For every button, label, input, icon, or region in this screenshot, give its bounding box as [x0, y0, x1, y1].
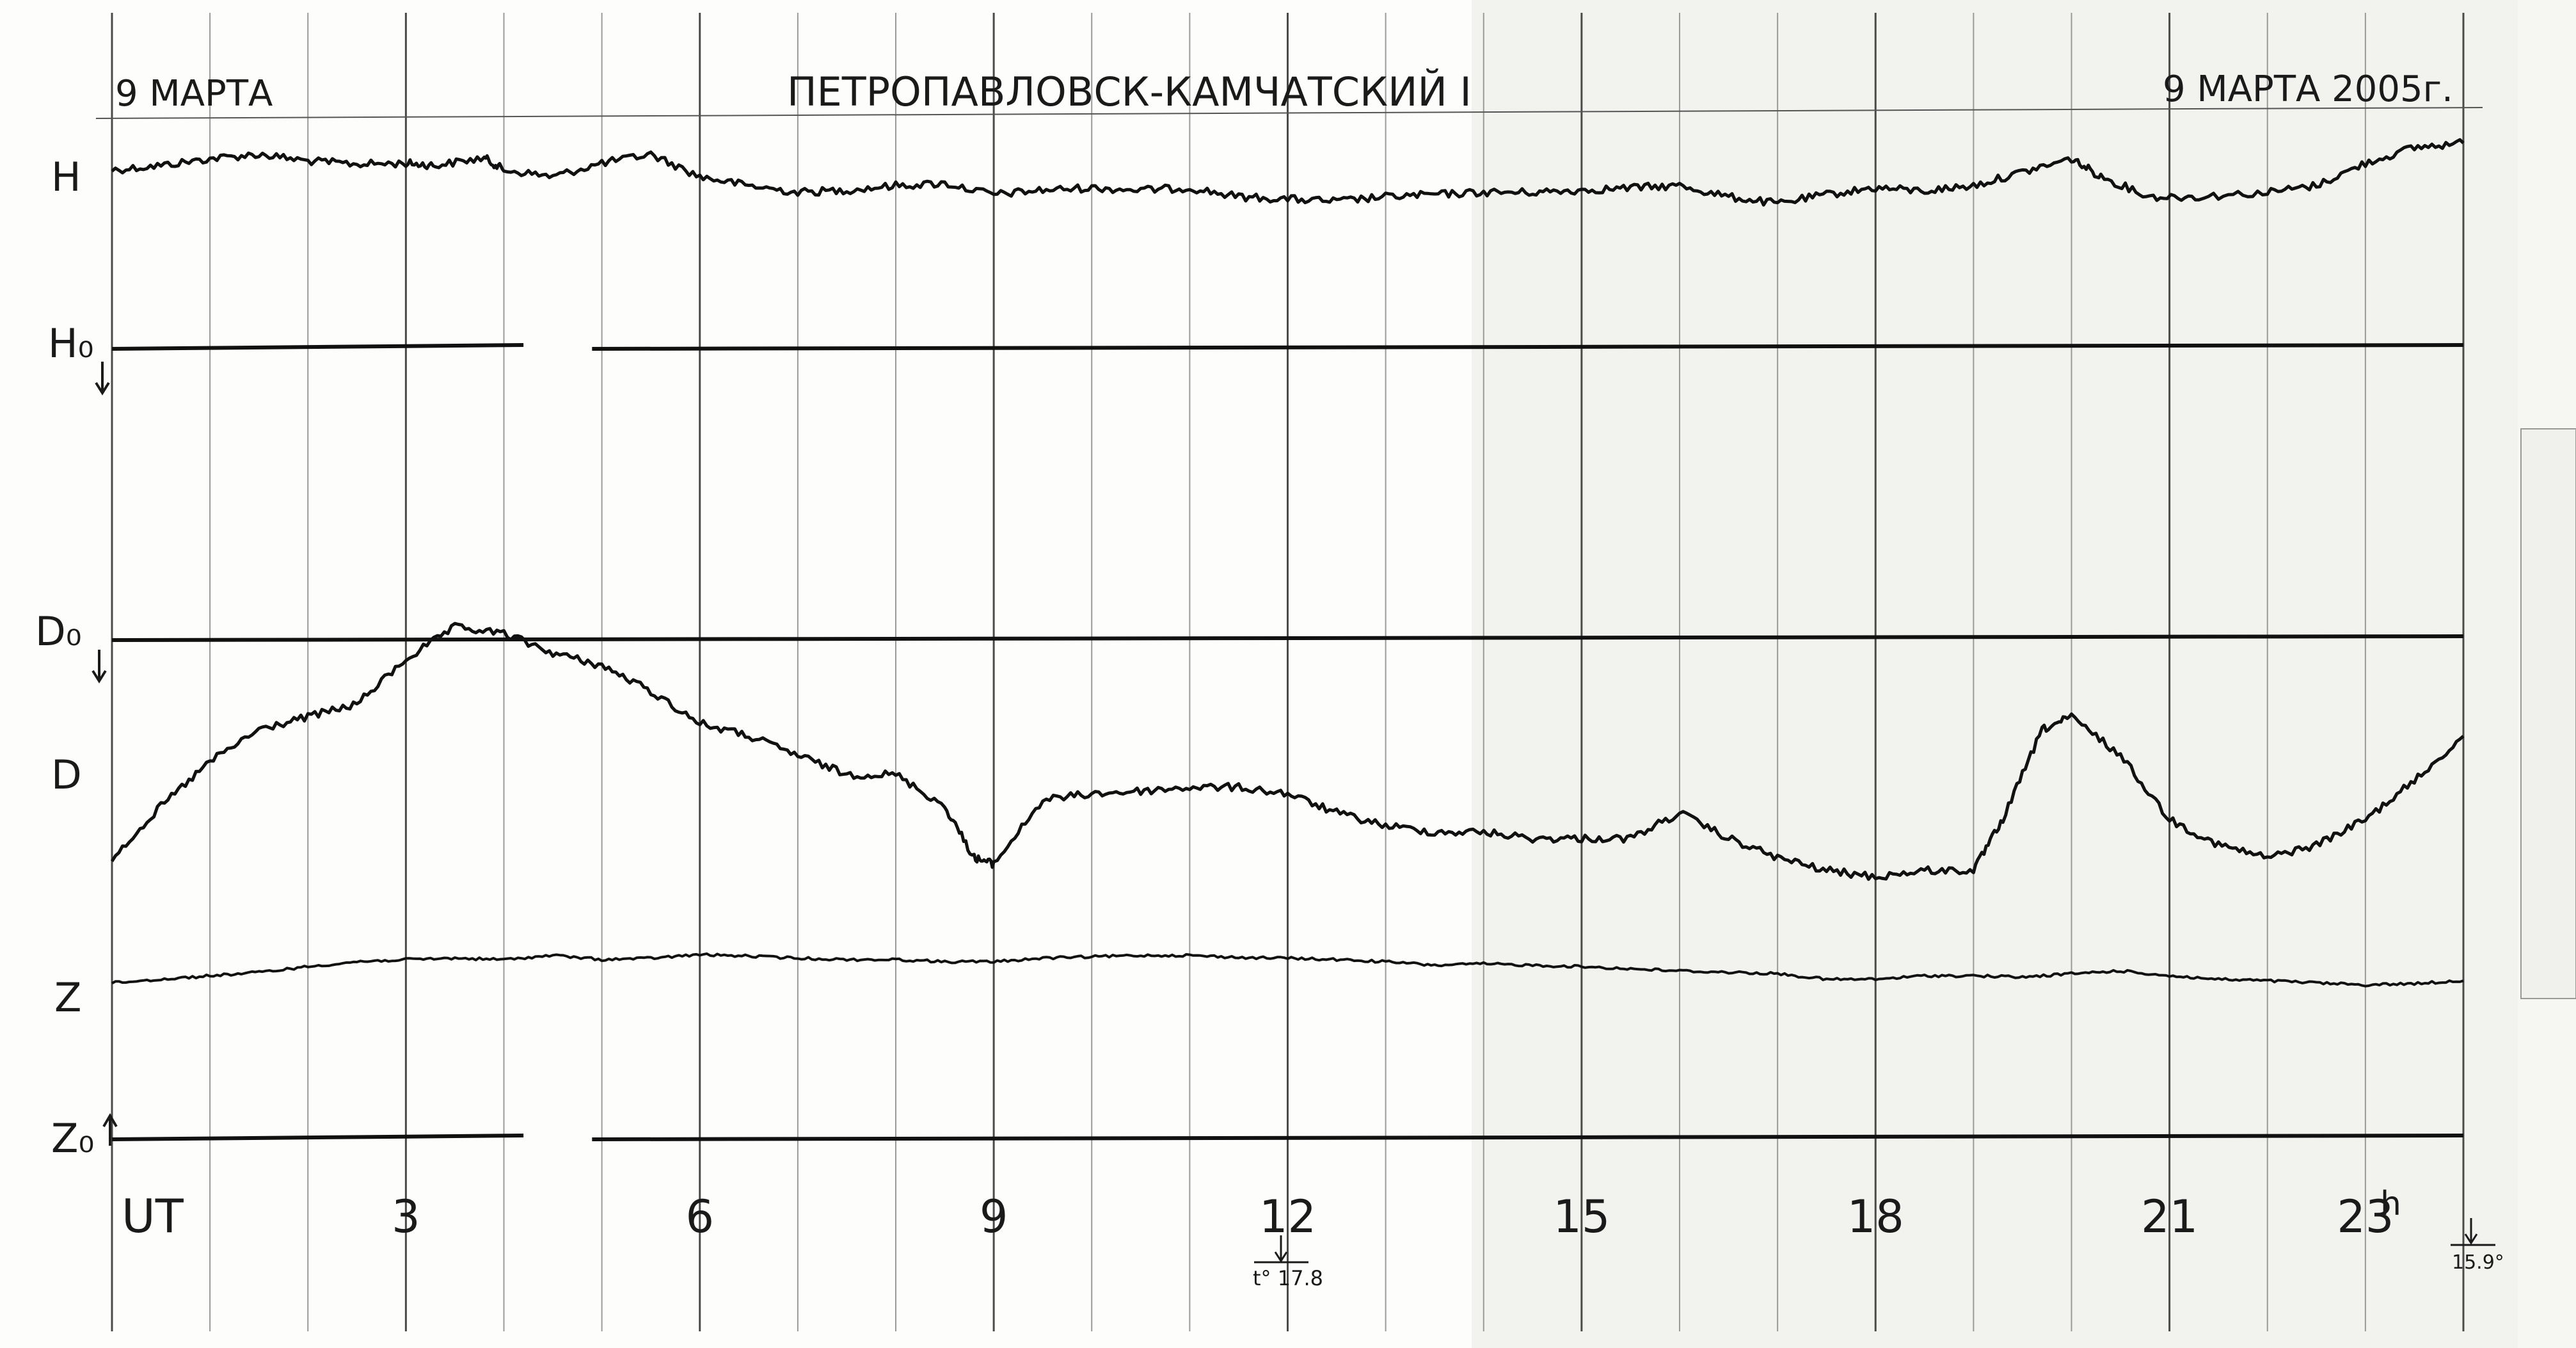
x-tick-label: 21: [2141, 1191, 2198, 1243]
baseline-z0: [111, 1134, 524, 1141]
date-right: 9 МАРТА 2005г.: [2163, 68, 2453, 110]
x-tick-label: 23: [2337, 1191, 2394, 1243]
trace-label-z: Z: [54, 974, 81, 1021]
traces: [110, 138, 2465, 988]
date-left: 9 МАРТА: [115, 73, 273, 115]
temperature-end: 15.9°: [2452, 1251, 2504, 1274]
station-title: ПЕТРОПАВЛОВСК-КАМЧАТСКИЙ I: [787, 68, 1472, 115]
baseline-label-z0: Z₀: [51, 1115, 94, 1162]
x-unit-label: h: [2380, 1185, 2401, 1223]
trace-label-d: D: [51, 751, 82, 798]
header-rule: [95, 107, 2483, 119]
x-axis-label: UT: [122, 1189, 184, 1243]
temperature-noon: t° 17.8: [1253, 1266, 1323, 1290]
baseline-label-d0: D₀: [35, 608, 82, 655]
trace-h: [111, 138, 2465, 207]
down-arrow-icon-end: [2451, 1218, 2495, 1246]
down-arrow-icon-noon: [1254, 1235, 1308, 1264]
x-tick-label: 6: [685, 1191, 714, 1243]
baseline-h0: [111, 343, 524, 351]
baseline-z0: [592, 1134, 2464, 1141]
x-tick-label: 3: [392, 1191, 420, 1243]
x-tick-label: 12: [1259, 1191, 1316, 1243]
graph-paper-strip: [2520, 428, 2576, 999]
down-arrow-icon-h0: [95, 362, 110, 396]
x-tick-label: 9: [980, 1191, 1008, 1243]
paper-shadow: [1472, 0, 2521, 1348]
x-tick-label: 18: [1847, 1191, 1904, 1243]
up-arrow-icon-z0: [102, 1113, 118, 1146]
x-tick-labels: 3 6 9 12 15 18 21 23: [392, 1191, 2394, 1243]
down-arrow-icon-d0: [91, 650, 107, 684]
x-tick-label: 15: [1553, 1191, 1610, 1243]
baseline-d0: [111, 634, 2464, 642]
baseline-label-h0: H₀: [48, 320, 93, 367]
trace-label-h: H: [51, 154, 81, 200]
trace-d: [110, 622, 2465, 881]
baseline-h0: [592, 343, 2464, 351]
hour-grid: [95, 13, 2483, 1331]
baselines: [111, 343, 2464, 1141]
trace-z: [111, 952, 2464, 988]
